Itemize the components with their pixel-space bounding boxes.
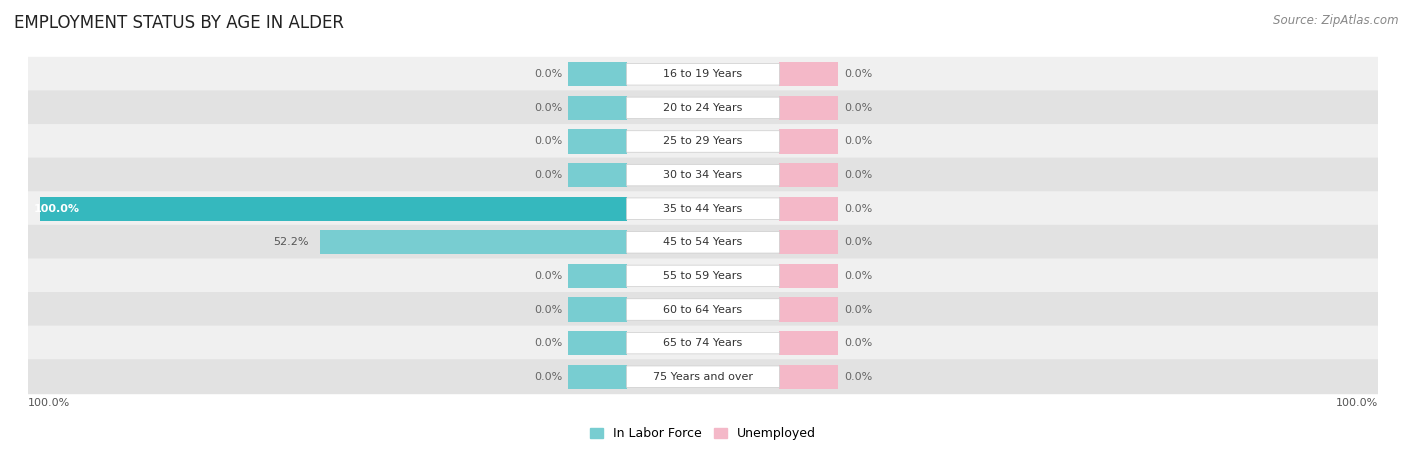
- Text: 100.0%: 100.0%: [28, 397, 70, 408]
- Text: 0.0%: 0.0%: [534, 271, 562, 281]
- FancyBboxPatch shape: [627, 164, 779, 186]
- Bar: [568, 96, 627, 120]
- Text: 30 to 34 Years: 30 to 34 Years: [664, 170, 742, 180]
- Bar: [779, 297, 838, 322]
- FancyBboxPatch shape: [28, 191, 1378, 226]
- Text: 0.0%: 0.0%: [844, 338, 872, 348]
- Text: 0.0%: 0.0%: [844, 204, 872, 214]
- Text: 0.0%: 0.0%: [534, 338, 562, 348]
- Bar: [568, 62, 627, 87]
- Text: 55 to 59 Years: 55 to 59 Years: [664, 271, 742, 281]
- Bar: [779, 364, 838, 389]
- Text: 100.0%: 100.0%: [1336, 397, 1378, 408]
- Text: 0.0%: 0.0%: [844, 237, 872, 247]
- Text: 0.0%: 0.0%: [844, 137, 872, 147]
- Bar: [779, 62, 838, 87]
- Bar: [568, 264, 627, 288]
- Text: 0.0%: 0.0%: [844, 103, 872, 113]
- FancyBboxPatch shape: [28, 57, 1378, 92]
- Bar: [779, 129, 838, 154]
- FancyBboxPatch shape: [28, 292, 1378, 327]
- Text: 0.0%: 0.0%: [534, 103, 562, 113]
- FancyBboxPatch shape: [627, 265, 779, 287]
- Text: 52.2%: 52.2%: [273, 237, 309, 247]
- Text: 0.0%: 0.0%: [534, 137, 562, 147]
- FancyBboxPatch shape: [627, 366, 779, 387]
- Text: 60 to 64 Years: 60 to 64 Years: [664, 304, 742, 314]
- Text: 0.0%: 0.0%: [844, 170, 872, 180]
- Text: 20 to 24 Years: 20 to 24 Years: [664, 103, 742, 113]
- Text: 16 to 19 Years: 16 to 19 Years: [664, 69, 742, 79]
- FancyBboxPatch shape: [28, 258, 1378, 294]
- FancyBboxPatch shape: [28, 90, 1378, 125]
- Text: 25 to 29 Years: 25 to 29 Years: [664, 137, 742, 147]
- Text: 0.0%: 0.0%: [534, 69, 562, 79]
- Text: 0.0%: 0.0%: [844, 271, 872, 281]
- FancyBboxPatch shape: [28, 124, 1378, 159]
- Text: EMPLOYMENT STATUS BY AGE IN ALDER: EMPLOYMENT STATUS BY AGE IN ALDER: [14, 14, 344, 32]
- Bar: [779, 264, 838, 288]
- FancyBboxPatch shape: [627, 64, 779, 85]
- FancyBboxPatch shape: [627, 231, 779, 253]
- Text: 35 to 44 Years: 35 to 44 Years: [664, 204, 742, 214]
- Text: 75 Years and over: 75 Years and over: [652, 372, 754, 382]
- FancyBboxPatch shape: [627, 198, 779, 220]
- Bar: [568, 129, 627, 154]
- FancyBboxPatch shape: [627, 332, 779, 354]
- Text: Source: ZipAtlas.com: Source: ZipAtlas.com: [1274, 14, 1399, 27]
- Text: 0.0%: 0.0%: [534, 304, 562, 314]
- Bar: [779, 163, 838, 187]
- Bar: [779, 230, 838, 254]
- FancyBboxPatch shape: [627, 97, 779, 119]
- Text: 0.0%: 0.0%: [534, 372, 562, 382]
- FancyBboxPatch shape: [28, 326, 1378, 361]
- Bar: [321, 230, 627, 254]
- Text: 0.0%: 0.0%: [534, 170, 562, 180]
- FancyBboxPatch shape: [627, 299, 779, 320]
- Bar: [779, 197, 838, 221]
- FancyBboxPatch shape: [28, 157, 1378, 193]
- Bar: [568, 331, 627, 355]
- Text: 45 to 54 Years: 45 to 54 Years: [664, 237, 742, 247]
- Bar: [568, 163, 627, 187]
- Text: 65 to 74 Years: 65 to 74 Years: [664, 338, 742, 348]
- FancyBboxPatch shape: [28, 225, 1378, 260]
- Bar: [39, 197, 627, 221]
- Text: 0.0%: 0.0%: [844, 304, 872, 314]
- Bar: [568, 364, 627, 389]
- Text: 100.0%: 100.0%: [34, 204, 80, 214]
- Bar: [779, 96, 838, 120]
- Bar: [779, 331, 838, 355]
- Text: 0.0%: 0.0%: [844, 372, 872, 382]
- Bar: [568, 297, 627, 322]
- FancyBboxPatch shape: [627, 131, 779, 152]
- FancyBboxPatch shape: [28, 359, 1378, 394]
- Text: 0.0%: 0.0%: [844, 69, 872, 79]
- Legend: In Labor Force, Unemployed: In Labor Force, Unemployed: [585, 423, 821, 446]
